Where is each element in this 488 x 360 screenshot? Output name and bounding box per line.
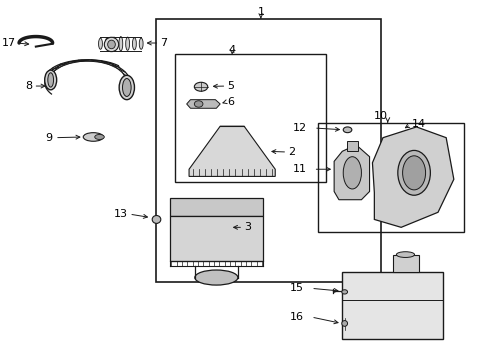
Ellipse shape: [132, 38, 136, 50]
Text: 8: 8: [25, 81, 32, 91]
Ellipse shape: [48, 73, 54, 87]
Text: 10: 10: [373, 111, 387, 121]
Bar: [342, 272, 442, 338]
Ellipse shape: [112, 37, 116, 50]
Polygon shape: [189, 126, 275, 176]
Polygon shape: [333, 145, 369, 200]
Text: 16: 16: [289, 312, 304, 322]
Bar: [392, 255, 418, 272]
Ellipse shape: [122, 78, 131, 96]
Text: 12: 12: [293, 123, 306, 133]
Polygon shape: [186, 100, 220, 108]
Ellipse shape: [119, 75, 134, 100]
Ellipse shape: [83, 133, 103, 141]
Text: 3: 3: [244, 222, 251, 232]
Ellipse shape: [343, 127, 351, 133]
Bar: [346, 141, 357, 151]
Ellipse shape: [402, 156, 425, 190]
Ellipse shape: [194, 82, 207, 91]
Text: 4: 4: [228, 45, 235, 55]
Ellipse shape: [343, 157, 361, 189]
Bar: [174, 54, 325, 182]
Ellipse shape: [397, 150, 429, 195]
Ellipse shape: [44, 70, 57, 90]
Text: 9: 9: [45, 133, 53, 143]
Ellipse shape: [194, 101, 203, 107]
Ellipse shape: [119, 37, 122, 51]
Ellipse shape: [139, 38, 143, 49]
Text: 5: 5: [227, 81, 234, 91]
Text: 13: 13: [114, 209, 128, 219]
Ellipse shape: [341, 290, 347, 294]
Ellipse shape: [341, 320, 347, 326]
Text: 11: 11: [293, 164, 306, 174]
Ellipse shape: [107, 40, 115, 49]
Bar: [318, 123, 464, 232]
Text: 2: 2: [287, 147, 295, 157]
Ellipse shape: [95, 134, 104, 139]
Text: 17: 17: [2, 38, 16, 48]
Bar: [155, 19, 380, 282]
Text: 1: 1: [257, 7, 264, 17]
Text: 6: 6: [227, 97, 234, 107]
Ellipse shape: [152, 216, 161, 224]
Bar: [169, 198, 263, 216]
Ellipse shape: [125, 37, 129, 50]
Ellipse shape: [396, 252, 414, 257]
Ellipse shape: [194, 270, 237, 285]
Ellipse shape: [99, 38, 102, 49]
Ellipse shape: [104, 37, 119, 51]
Bar: [169, 216, 263, 261]
Polygon shape: [372, 127, 453, 227]
Text: 15: 15: [289, 283, 304, 293]
Ellipse shape: [105, 38, 109, 50]
Text: 7: 7: [160, 38, 167, 48]
Text: 14: 14: [411, 120, 425, 129]
